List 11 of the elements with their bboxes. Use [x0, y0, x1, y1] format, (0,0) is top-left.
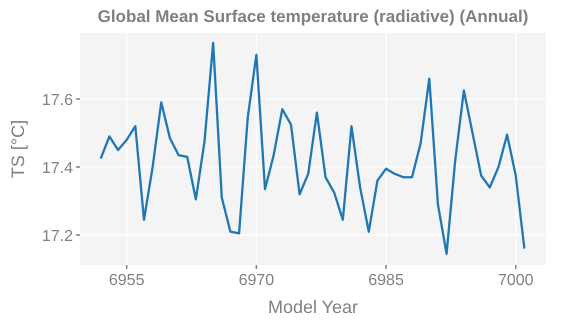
x-tick-label: 6985 — [368, 272, 404, 289]
chart-title: Global Mean Surface temperature (radiative) (Annual) — [98, 7, 528, 26]
x-tick-label: 7000 — [498, 272, 534, 289]
y-tick-label: 17.2 — [42, 228, 74, 246]
x-tick-label: 6955 — [108, 272, 145, 289]
y-tick-label: 17.4 — [42, 160, 74, 178]
line-series — [100, 42, 526, 255]
y-axis-title: TS [°C] — [8, 120, 28, 178]
x-tick-label: 6970 — [238, 272, 274, 289]
x-axis-title: Model Year — [268, 297, 358, 317]
y-tick-label: 17.6 — [42, 92, 74, 109]
